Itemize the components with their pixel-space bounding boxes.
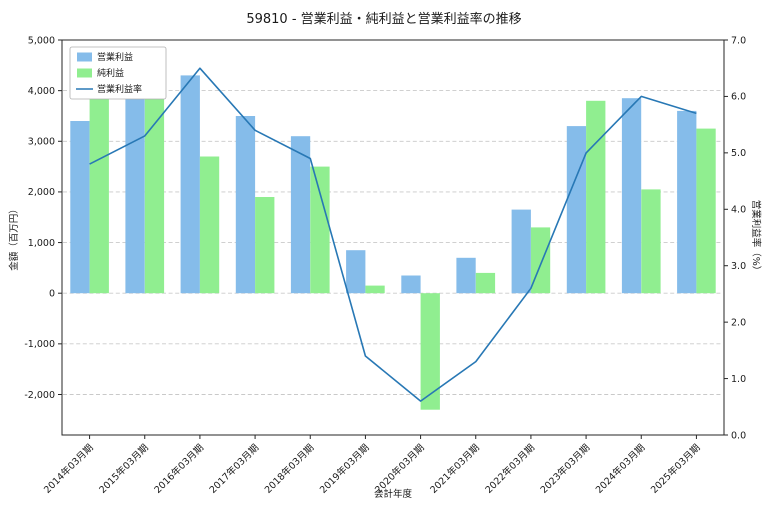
rate-line — [89, 67, 697, 402]
y-axis-right: 7.0 6.0 5.0 4.0 3.0 2.0 1.0 0.0 — [724, 35, 746, 441]
tick-label: 2019年03月期 — [317, 442, 371, 496]
tick-label: 2025年03月期 — [648, 442, 702, 496]
bar — [125, 93, 145, 294]
x-axis-label: 会計年度 — [374, 488, 413, 500]
bar — [401, 275, 421, 294]
tick-label: 2023年03月期 — [538, 442, 592, 496]
bar — [89, 80, 109, 294]
bar — [621, 98, 642, 294]
bar — [290, 136, 311, 294]
bar — [456, 257, 476, 294]
tick-label: 6.0 — [731, 92, 746, 103]
bar — [235, 116, 256, 294]
tick-label: 2018年03月期 — [262, 442, 316, 496]
tick-label: -2,000 — [24, 390, 55, 401]
tick-label: 4.0 — [731, 205, 746, 216]
tick-label: -1,000 — [24, 339, 55, 350]
tick-label: 2015年03月期 — [97, 442, 151, 496]
legend-swatch — [77, 52, 92, 62]
plot-border — [61, 39, 725, 436]
tick-label: 2020年03月期 — [372, 442, 426, 496]
tick-label: 3,000 — [28, 137, 55, 148]
chart-title: 59810 - 営業利益・純利益と営業利益率の推移 — [246, 12, 522, 27]
tick-label: 2,000 — [28, 187, 55, 198]
tick-label: 1,000 — [28, 238, 55, 249]
legend-box — [69, 46, 167, 100]
x-axis: 2014年03月期 2015年03月期 2016年03月期 2017年03月期 2018… — [41, 435, 703, 496]
bar — [199, 156, 220, 294]
tick-label: 2017年03月期 — [207, 442, 261, 496]
bar — [696, 128, 716, 294]
tick-label: 2021年03月期 — [428, 442, 482, 496]
tick-label: 2016年03月期 — [152, 442, 206, 496]
tick-label: 4,000 — [28, 86, 55, 97]
bar — [255, 197, 275, 294]
bar — [180, 75, 200, 294]
tick-label: 2022年03月期 — [483, 442, 537, 496]
legend-label: 営業利益 — [97, 51, 133, 63]
bar — [530, 227, 551, 294]
legend-swatch — [77, 68, 92, 78]
bar — [641, 189, 661, 294]
y-axis-left-label: 金額（百万円） — [8, 204, 20, 271]
tick-label: 5.0 — [731, 148, 746, 159]
tick-label: 1.0 — [731, 374, 746, 385]
tick-label: 2024年03月期 — [593, 442, 647, 496]
bar-series-営業利益 — [70, 75, 697, 294]
legend-label: 純利益 — [97, 67, 124, 79]
bar — [420, 293, 440, 410]
bar — [310, 166, 330, 294]
bar — [346, 250, 366, 294]
bar — [566, 126, 587, 294]
tick-label: 7.0 — [731, 35, 746, 46]
tick-label: 0.0 — [731, 430, 746, 441]
legend-label: 営業利益率 — [97, 83, 142, 95]
bar — [677, 110, 697, 294]
bar — [144, 98, 165, 294]
tick-label: 5,000 — [28, 35, 55, 46]
y-axis-right-label: 営業利益率（%） — [750, 200, 762, 276]
bar — [511, 209, 531, 294]
bar — [475, 272, 496, 294]
bar — [70, 121, 90, 294]
tick-label: 2.0 — [731, 317, 746, 328]
tick-label: 0 — [49, 289, 55, 300]
bar — [365, 285, 385, 294]
tick-label: 2014年03月期 — [41, 442, 95, 496]
y-axis-left: 5,000 4,000 3,000 2,000 1,000 0 -1,000 -2,000 — [24, 35, 62, 401]
bar — [586, 100, 606, 294]
tick-label: 3.0 — [731, 261, 746, 272]
